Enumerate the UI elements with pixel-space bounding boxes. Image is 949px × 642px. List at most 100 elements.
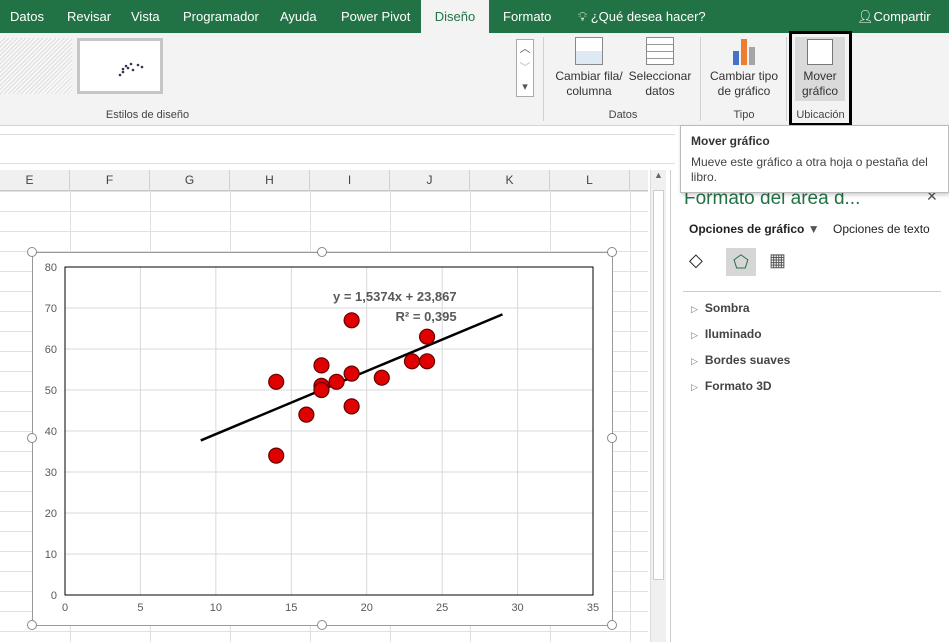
switch-row-column-button[interactable]: Cambiar fila/ columna xyxy=(553,37,625,99)
resize-handle[interactable] xyxy=(317,620,327,630)
scatter-chart: 0 5 10 15 20 25 30 35 0 10 20 30 40 50 60 70 80 xyxy=(45,262,599,614)
tab-ayuda[interactable]: Ayuda xyxy=(280,9,317,24)
data-point xyxy=(343,398,360,415)
expand-icon: ▷ xyxy=(691,382,698,392)
close-icon[interactable]: ✕ xyxy=(926,188,938,204)
select-data-button[interactable]: Seleccionar datos xyxy=(627,37,693,99)
column-header[interactable]: L xyxy=(550,170,630,191)
column-header[interactable]: J xyxy=(390,170,470,191)
lightbulb-icon: 💡︎ xyxy=(578,9,588,24)
change-chart-type-label: Cambiar tipo de gráfico xyxy=(709,69,779,98)
resize-handle[interactable] xyxy=(607,247,617,257)
select-data-label: Seleccionar datos xyxy=(628,69,692,98)
tab-datos[interactable]: Datos xyxy=(10,9,44,24)
column-header[interactable]: I xyxy=(310,170,390,191)
gallery-expand-icon[interactable]: ▾ xyxy=(522,81,528,93)
move-chart-icon xyxy=(807,39,833,65)
move-chart-button[interactable]: Mover gráfico xyxy=(795,37,845,101)
y-tick-label: 30 xyxy=(45,467,57,479)
chart-options-tab[interactable]: Opciones de gráfico ▼ xyxy=(689,222,820,236)
tab-programador[interactable]: Programador xyxy=(183,9,259,24)
scroll-up-arrow-icon[interactable]: ▲ xyxy=(654,170,663,180)
y-tick-label: 70 xyxy=(45,303,57,315)
expand-icon: ▷ xyxy=(691,304,698,314)
switch-row-column-icon xyxy=(575,37,603,65)
tab-diseno[interactable]: Diseño xyxy=(421,0,489,33)
data-point xyxy=(313,357,330,374)
column-header[interactable]: K xyxy=(470,170,550,191)
data-point xyxy=(328,373,345,390)
resize-handle[interactable] xyxy=(27,433,37,443)
section-bordes-suaves[interactable]: ▷ Bordes suaves xyxy=(691,353,790,367)
format-pane: Formato del área d... ✕ Opciones de gráf… xyxy=(670,170,949,642)
section-iluminado[interactable]: ▷ Iluminado xyxy=(691,327,762,341)
x-tick-label: 10 xyxy=(210,602,222,614)
tooltip-text: Mueve este gráfico a otra hoja o pestaña… xyxy=(691,155,928,184)
resize-handle[interactable] xyxy=(317,247,327,257)
x-tick-label: 30 xyxy=(511,602,523,614)
data-point xyxy=(418,353,436,370)
select-data-icon xyxy=(646,37,674,65)
data-point xyxy=(403,353,421,370)
chart-options-label: Opciones de gráfico xyxy=(689,222,805,236)
tab-vista[interactable]: Vista xyxy=(131,9,160,24)
x-tick-label: 25 xyxy=(436,602,448,614)
resize-handle[interactable] xyxy=(607,433,617,443)
tooltip: Mover gráfico Mueve este gráfico a otra … xyxy=(680,125,949,193)
group-label-styles: Estilos de diseño xyxy=(105,109,190,121)
x-tick-label: 15 xyxy=(285,602,297,614)
tab-revisar[interactable]: Revisar xyxy=(67,9,112,24)
tab-formato[interactable]: Formato xyxy=(503,9,552,24)
styles-gallery-scroll[interactable]: ︿ ﹀ ▾ xyxy=(516,39,534,97)
y-tick-label: 60 xyxy=(45,344,57,356)
divider xyxy=(683,291,941,292)
scroll-up-icon[interactable]: ︿ xyxy=(519,43,531,55)
text-options-tab[interactable]: Opciones de texto xyxy=(833,222,930,236)
column-header[interactable]: G xyxy=(150,170,230,191)
scroll-down-icon[interactable]: ﹀ xyxy=(519,62,531,74)
trendline-r2: R² = 0,395 xyxy=(395,309,457,324)
resize-handle[interactable] xyxy=(27,620,37,630)
section-formato-3d[interactable]: ▷ Formato 3D xyxy=(691,379,772,393)
fill-line-icon[interactable]: ◇ xyxy=(689,250,703,270)
move-chart-label: Mover gráfico xyxy=(801,69,839,98)
plot-border xyxy=(64,266,594,596)
resize-handle[interactable] xyxy=(27,247,37,257)
column-header[interactable]: E xyxy=(0,170,70,191)
data-point xyxy=(418,328,436,345)
vertical-scrollbar[interactable]: ▲ xyxy=(650,170,666,642)
expand-icon: ▷ xyxy=(691,330,698,340)
scroll-thumb[interactable] xyxy=(653,190,664,580)
pane-title: Formato del área d... xyxy=(684,188,861,209)
y-tick-label: 0 xyxy=(51,590,57,602)
chart-style-thumb-1[interactable] xyxy=(0,38,72,94)
ribbon: ︿ ﹀ ▾ Estilos de diseño Cambiar fila/ colu… xyxy=(0,31,949,126)
section-label: Iluminado xyxy=(704,327,762,341)
y-tick-label: 40 xyxy=(45,426,57,438)
column-header[interactable]: H xyxy=(230,170,310,191)
data-point xyxy=(343,365,360,382)
expand-icon: ▷ xyxy=(691,356,698,366)
chart-area[interactable]: 0 5 10 15 20 25 30 35 0 10 20 30 40 50 60 70 80 y = 1,53… xyxy=(32,252,613,626)
group-label-location: Ubicación xyxy=(796,109,845,121)
trendline-label[interactable]: y = 1,5374x + 23,867 R² = 0,395 xyxy=(333,287,457,327)
formula-bar[interactable] xyxy=(0,134,675,164)
x-tick-label: 0 xyxy=(62,602,68,614)
data-point xyxy=(268,373,285,390)
data-point xyxy=(298,406,315,423)
column-header[interactable]: F xyxy=(70,170,150,191)
resize-handle[interactable] xyxy=(607,620,617,630)
x-tick-label: 35 xyxy=(587,602,599,614)
size-properties-icon[interactable]: ▦ xyxy=(769,250,787,270)
section-label: Bordes suaves xyxy=(704,353,791,367)
share-button[interactable]: 👤︎Compartir xyxy=(857,0,931,33)
chart-style-thumb-2[interactable] xyxy=(77,38,163,94)
effects-icon[interactable]: ⬠ xyxy=(726,248,756,276)
tell-me-search[interactable]: 💡︎ ¿Qué desea hacer? xyxy=(578,0,706,33)
section-sombra[interactable]: ▷ Sombra xyxy=(691,301,750,315)
section-label: Formato 3D xyxy=(704,379,772,393)
change-chart-type-button[interactable]: Cambiar tipo de gráfico xyxy=(706,37,782,99)
tab-power-pivot[interactable]: Power Pivot xyxy=(341,9,411,24)
y-tick-label: 80 xyxy=(45,262,57,274)
data-point xyxy=(373,369,390,386)
